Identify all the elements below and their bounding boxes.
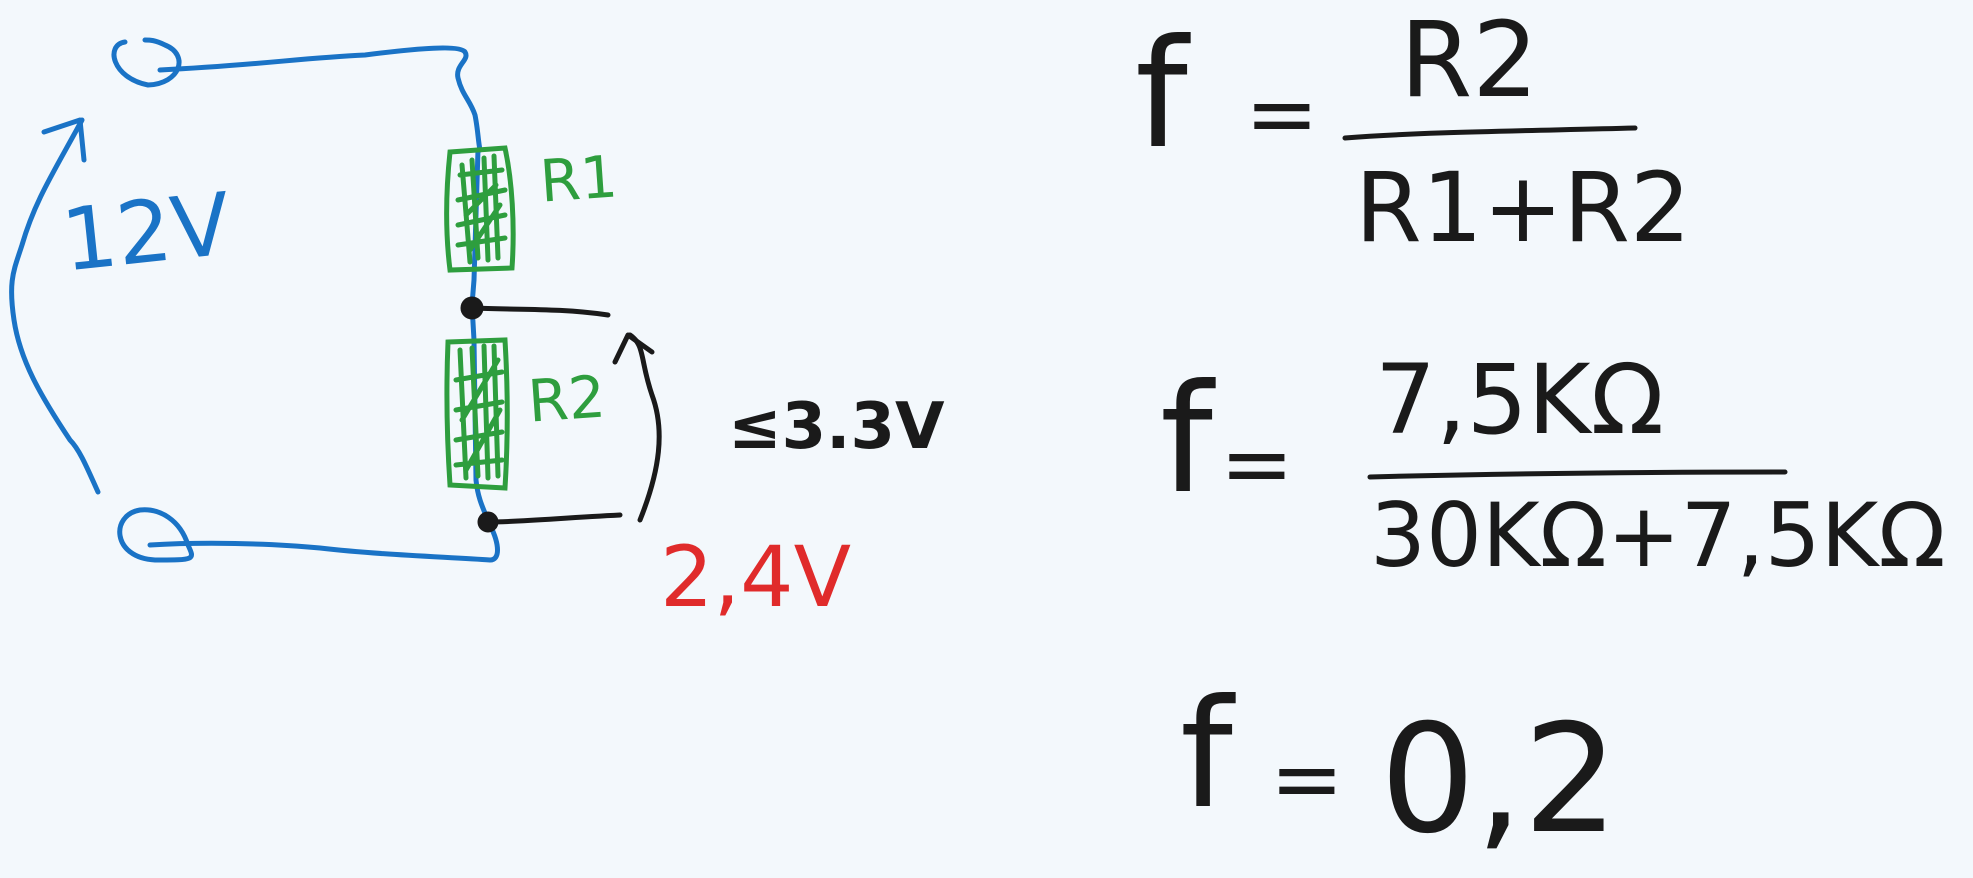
bottom-wire bbox=[147, 522, 500, 563]
output-voltage-label: 2,4V bbox=[660, 528, 852, 626]
source-voltage-label: 12V bbox=[57, 174, 236, 292]
voltage-arrow-head bbox=[612, 332, 655, 365]
top-wire bbox=[157, 45, 483, 153]
tap-wire-bottom bbox=[485, 512, 623, 525]
eq2-denominator: 30KΩ+7,5KΩ bbox=[1370, 484, 1946, 587]
voltage-arrow bbox=[627, 332, 662, 523]
eq3-equals: = bbox=[1270, 727, 1344, 830]
eq1-fraction-bar bbox=[1342, 125, 1638, 141]
eq1-denominator: R1+R2 bbox=[1355, 152, 1691, 264]
r2-label: R2 bbox=[525, 362, 608, 436]
eq1-equals: = bbox=[1245, 62, 1319, 165]
output-tap bbox=[460, 296, 662, 533]
equation-strokes bbox=[1342, 125, 1788, 480]
resistor-r2 bbox=[444, 337, 510, 491]
eq1-lhs: f bbox=[1135, 8, 1188, 182]
eq2-lhs: f bbox=[1160, 353, 1213, 527]
eq2-fraction-bar bbox=[1367, 469, 1788, 480]
source-arrow-head bbox=[41, 117, 87, 163]
circuit-wires bbox=[9, 37, 500, 563]
source-arrow-curve bbox=[9, 117, 101, 495]
r1-label: R1 bbox=[537, 142, 620, 216]
bottom-terminal bbox=[117, 507, 194, 563]
resistor-r1 bbox=[444, 145, 516, 273]
voltage-limit-label: ≤3.3V bbox=[728, 390, 945, 464]
eq1-numerator: R2 bbox=[1400, 0, 1539, 121]
eq3-lhs: f bbox=[1180, 668, 1233, 842]
top-terminal bbox=[111, 37, 182, 88]
eq2-equals: = bbox=[1220, 412, 1294, 515]
eq2-numerator: 7,5KΩ bbox=[1375, 344, 1664, 456]
tap-wire-top bbox=[469, 305, 611, 318]
eq3-value: 0,2 bbox=[1380, 693, 1619, 867]
